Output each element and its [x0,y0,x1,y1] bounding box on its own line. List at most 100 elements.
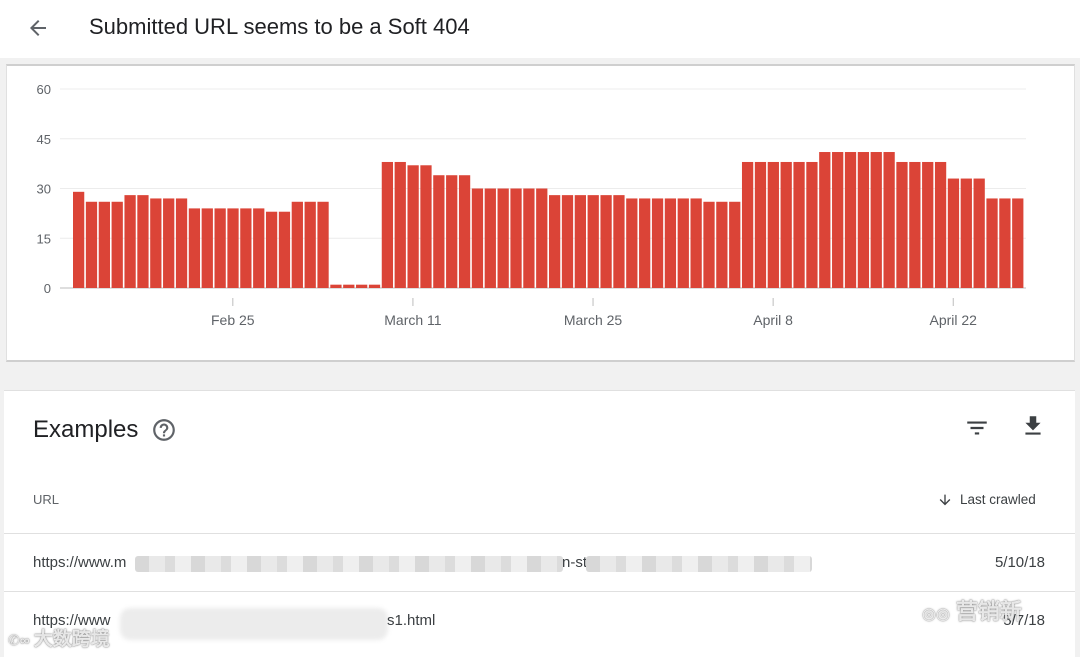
bar[interactable] [381,161,394,288]
watermark-left: ✆∞ 大数跨境 [8,624,110,651]
redacted-block [586,556,812,572]
bar[interactable] [291,201,303,288]
row-date: 5/10/18 [994,554,1045,571]
x-tick-label: March 11 [384,312,442,328]
arrow-back-icon [30,20,46,36]
bar[interactable] [304,201,316,288]
y-tick-label: 45 [37,132,51,147]
bar[interactable] [446,175,458,288]
bar[interactable] [368,284,381,288]
bar[interactable] [754,161,767,288]
bar[interactable] [343,284,355,288]
redacted-block [135,556,563,572]
bar[interactable] [98,201,110,288]
bar[interactable] [85,201,98,288]
bar[interactable] [433,175,445,288]
bar[interactable] [626,198,638,288]
bar[interactable] [857,152,870,288]
row-date: 5/7/18 [1003,612,1045,629]
bar[interactable] [639,198,651,288]
bar[interactable] [896,161,908,288]
bar[interactable] [73,191,85,288]
bar[interactable] [703,201,715,288]
bar[interactable] [356,284,368,288]
bar[interactable] [510,188,522,289]
bar[interactable] [471,188,484,289]
bar[interactable] [407,165,419,288]
bar[interactable] [278,211,291,288]
bar[interactable] [253,208,265,288]
column-header-url[interactable]: URL [33,492,60,507]
row-url[interactable]: https://www.m [33,554,127,571]
bar[interactable] [227,208,239,288]
bar[interactable] [1012,198,1024,288]
bar[interactable] [780,161,792,288]
bar[interactable] [317,201,329,288]
bar[interactable] [523,188,535,289]
bar[interactable] [330,284,342,288]
bar[interactable] [651,198,664,288]
bar[interactable] [960,178,972,288]
bar[interactable] [497,188,509,289]
bar[interactable] [613,195,625,288]
bar[interactable] [587,195,599,288]
x-tick-label: March 25 [564,312,623,328]
bar[interactable] [741,161,754,288]
bar[interactable] [973,178,985,288]
bar[interactable] [536,188,548,289]
bar[interactable] [458,175,471,288]
watermark-right-logo: ◎◎ [922,606,950,623]
bar[interactable] [819,152,831,288]
bar[interactable] [111,201,123,288]
bar[interactable] [600,195,612,288]
bar[interactable] [986,198,998,288]
bar[interactable] [844,152,857,288]
bar[interactable] [150,198,162,288]
x-tick-label: April 8 [753,312,793,328]
bar[interactable] [214,208,226,288]
back-button[interactable] [22,12,54,44]
bar[interactable] [265,211,278,288]
bar[interactable] [484,188,496,289]
help-circle-icon[interactable] [151,417,177,443]
watermark-right: ◎◎ 营销新 [922,594,1022,626]
bar[interactable] [934,161,947,288]
y-tick-label: 30 [37,182,51,197]
bar[interactable] [883,152,895,288]
filter-icon[interactable] [964,415,990,441]
bar[interactable] [188,208,201,288]
row-url[interactable]: https://www [33,612,111,629]
bar[interactable] [137,195,149,288]
y-tick-label: 60 [37,82,51,97]
bar[interactable] [240,208,252,288]
bar[interactable] [999,198,1011,288]
bar[interactable] [394,161,406,288]
bar[interactable] [574,195,586,288]
bar[interactable] [922,161,934,288]
bar[interactable] [664,198,677,288]
bar[interactable] [677,198,689,288]
bar[interactable] [163,198,175,288]
examples-title: Examples [33,416,139,443]
watermark-left-logo: ✆∞ [8,632,30,648]
table-row[interactable]: https://www s1.html 5/7/18 [4,591,1075,649]
bar[interactable] [175,198,188,288]
bar[interactable] [793,161,805,288]
bar[interactable] [716,201,728,288]
bar[interactable] [690,198,702,288]
download-icon[interactable] [1020,413,1046,439]
bar[interactable] [549,195,561,288]
column-header-last-crawled[interactable]: Last crawled [937,491,1036,509]
bar[interactable] [870,152,882,288]
table-row[interactable]: https://www.m n-st 5/10/18 [4,533,1075,591]
bar[interactable] [420,165,432,288]
bar[interactable] [806,161,818,288]
bar[interactable] [947,178,960,288]
bar[interactable] [729,201,741,288]
bar[interactable] [561,195,574,288]
bar[interactable] [909,161,921,288]
bar[interactable] [201,208,213,288]
bar[interactable] [832,152,844,288]
bar[interactable] [767,161,779,288]
bar[interactable] [124,195,136,288]
